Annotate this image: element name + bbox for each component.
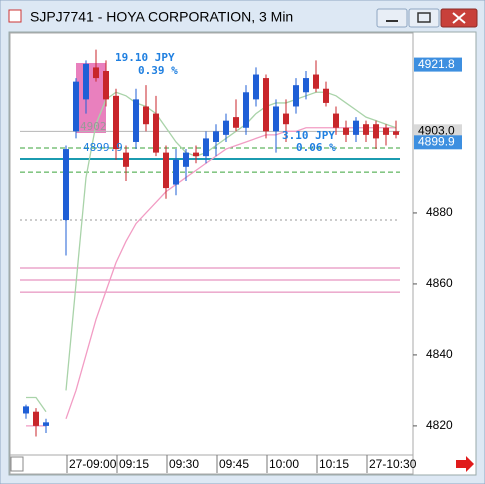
candle-body <box>173 159 179 185</box>
candle-body <box>303 78 309 93</box>
candle-body <box>133 99 139 142</box>
scroll-box[interactable] <box>10 456 24 472</box>
candle-body <box>93 67 99 79</box>
x-tick-label: 09:30 <box>169 457 199 471</box>
highlight-box <box>76 63 106 133</box>
time-axis <box>9 454 414 475</box>
candle-body <box>33 411 39 426</box>
candle-body <box>113 95 119 150</box>
maximize-button[interactable] <box>408 8 440 28</box>
candle-body <box>123 152 129 167</box>
annotation: 0.39 % <box>138 64 178 77</box>
close-icon <box>452 12 466 24</box>
candle-body <box>263 78 269 132</box>
y-tick-label: 4860 <box>426 276 453 290</box>
candle-body <box>163 152 169 189</box>
candle-body <box>323 88 329 103</box>
candle-body <box>313 74 319 89</box>
annotation: 4902 <box>80 120 107 133</box>
y-tick-label: 4820 <box>426 418 453 432</box>
candle-body <box>283 113 289 125</box>
price-marker <box>414 124 462 139</box>
price-marker-label: 4921.8 <box>418 57 455 71</box>
candle-body <box>383 127 389 135</box>
candle-body <box>363 124 369 135</box>
candle-body <box>143 106 149 125</box>
candle-body <box>223 120 229 135</box>
app-icon <box>8 9 22 23</box>
scroll-arrow[interactable] <box>456 456 474 472</box>
annotation: 19.10 JPY <box>115 51 175 64</box>
plot-layer: 4820 4840 4860 4880 27-09:00 09:15 09:30 09:45 1… <box>20 49 462 473</box>
price-marker-label: 4899.9 <box>418 134 455 148</box>
maximize-icon <box>417 12 431 23</box>
y-tick-label: 4880 <box>426 205 453 219</box>
candle-body <box>233 117 239 128</box>
x-tick-label: 09:15 <box>119 457 149 471</box>
candle-body <box>293 85 299 107</box>
candle-body <box>203 138 209 157</box>
candle-body <box>353 120 359 135</box>
candle-body <box>213 131 219 142</box>
price-marker <box>414 135 462 150</box>
candle-body <box>103 70 109 100</box>
plot-area <box>9 32 414 456</box>
x-tick-label: 09:45 <box>219 457 249 471</box>
window-title: SJPJ7741 - HOYA CORPORATION, 3 Min <box>30 9 293 25</box>
candle-body <box>373 124 379 139</box>
candle-body <box>253 74 259 100</box>
candle-body <box>63 149 69 221</box>
candle-body <box>243 92 249 128</box>
indicator-line <box>26 91 397 413</box>
candle-body <box>193 152 199 157</box>
x-tick-label: 27-09:00 <box>69 457 117 471</box>
candle-body <box>73 81 79 132</box>
x-tick-label: 10:15 <box>319 457 349 471</box>
annotation: 0.06 % <box>296 141 336 154</box>
annotation: 4899.9 <box>83 141 123 154</box>
candle-body <box>183 152 189 167</box>
candle-body <box>43 422 49 426</box>
candle-body <box>393 131 399 135</box>
y-tick-label: 4840 <box>426 347 453 361</box>
candle-body <box>333 113 339 128</box>
minimize-button[interactable] <box>376 8 408 28</box>
candle-body <box>343 127 349 135</box>
price-marker <box>414 57 462 72</box>
x-tick-label: 27-10:30 <box>369 457 417 471</box>
annotation: 3.10 JPY <box>282 129 335 142</box>
candle-body <box>273 106 279 132</box>
candle-body <box>83 63 89 100</box>
candle-body <box>153 113 159 153</box>
price-marker-label: 4903.0 <box>418 123 455 137</box>
candle-body <box>23 406 29 414</box>
x-tick-label: 10:00 <box>269 457 299 471</box>
